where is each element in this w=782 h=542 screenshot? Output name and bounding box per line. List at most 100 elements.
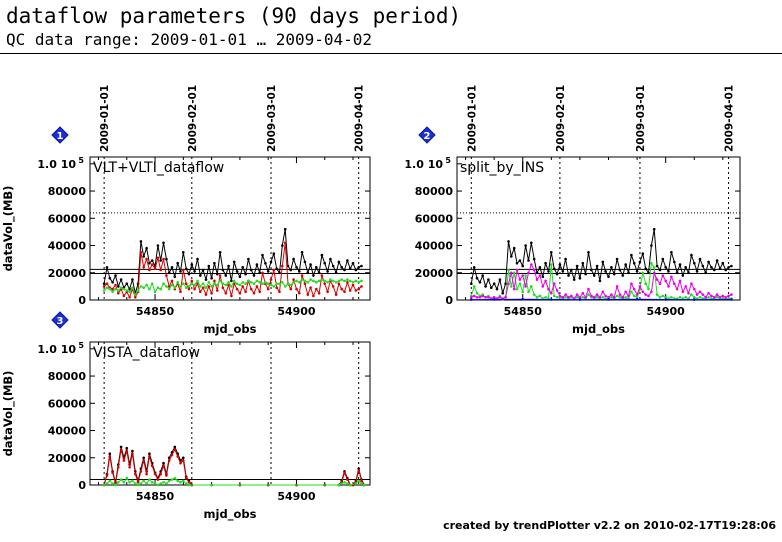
data-point <box>111 281 114 284</box>
data-point <box>108 287 112 291</box>
data-point <box>515 261 519 265</box>
data-point <box>173 448 177 451</box>
data-point <box>541 285 545 288</box>
data-point <box>210 276 213 280</box>
series-green <box>102 476 366 487</box>
data-point <box>630 290 633 294</box>
data-point <box>207 264 211 268</box>
data-point <box>272 285 276 288</box>
data-point <box>661 294 665 298</box>
data-point <box>564 257 567 261</box>
data-point <box>119 448 123 451</box>
data-point <box>122 294 126 298</box>
data-point <box>139 251 143 254</box>
data-point <box>145 246 148 250</box>
data-point <box>512 246 516 250</box>
x-axis-label: mjd_obs <box>572 322 625 337</box>
data-point <box>535 278 539 281</box>
data-point <box>148 261 151 265</box>
data-point <box>354 279 358 283</box>
data-point <box>693 261 696 265</box>
data-point <box>527 259 530 262</box>
data-point <box>351 261 355 265</box>
data-point <box>159 482 162 485</box>
data-point <box>105 286 109 290</box>
x-axis-label: mjd_obs <box>204 322 257 337</box>
data-point <box>199 285 202 288</box>
data-point <box>303 260 307 264</box>
data-point <box>635 270 639 273</box>
data-point <box>315 287 318 291</box>
series-black <box>470 227 733 295</box>
data-point <box>647 287 650 291</box>
data-point <box>655 293 659 296</box>
data-point <box>357 266 361 269</box>
data-point <box>108 452 112 456</box>
data-point <box>678 279 682 283</box>
data-point <box>230 294 233 298</box>
data-point <box>673 282 676 286</box>
data-point <box>227 283 230 287</box>
data-point <box>555 272 559 276</box>
data-point <box>258 281 262 284</box>
data-point <box>590 268 593 272</box>
data-point <box>162 461 165 465</box>
data-point <box>266 282 270 286</box>
data-point <box>131 278 134 281</box>
data-point <box>346 259 349 262</box>
data-point <box>661 274 665 277</box>
data-point <box>312 294 315 298</box>
data-point <box>530 241 533 245</box>
data-point <box>558 294 562 298</box>
data-point <box>184 476 188 480</box>
data-point <box>173 445 177 449</box>
data-point <box>470 298 473 301</box>
data-point <box>518 259 522 262</box>
data-point <box>230 279 233 283</box>
data-point <box>490 286 493 290</box>
data-point <box>713 268 716 272</box>
data-point <box>340 482 344 485</box>
data-point <box>224 274 228 277</box>
data-point <box>630 253 633 257</box>
data-point <box>704 271 707 275</box>
panel-label: split_by_INS <box>460 160 544 176</box>
data-point <box>213 261 216 265</box>
data-point <box>134 293 137 296</box>
data-point <box>196 279 199 283</box>
data-point <box>187 285 191 288</box>
data-point <box>354 482 358 485</box>
data-point <box>295 287 298 291</box>
data-point <box>351 281 355 284</box>
data-point <box>487 296 490 299</box>
data-point <box>730 293 733 296</box>
data-point <box>590 294 593 298</box>
data-point <box>165 274 168 277</box>
data-point <box>232 279 236 283</box>
data-point <box>150 263 154 266</box>
page-subtitle: QC data range: 2009-01-01 … 2009-04-02 <box>6 30 373 49</box>
badge-diamond-icon <box>51 311 69 329</box>
data-point <box>207 281 211 284</box>
data-point <box>238 283 242 287</box>
data-point <box>512 287 516 291</box>
data-point <box>584 272 587 276</box>
data-point <box>145 257 148 261</box>
data-point <box>340 278 344 281</box>
y-tick-label-exponent: 5 <box>445 156 451 165</box>
data-point <box>598 296 602 299</box>
badge-number: 3 <box>57 316 64 327</box>
data-point <box>337 260 341 264</box>
data-point <box>348 289 352 292</box>
data-point <box>165 474 168 477</box>
y-tick-label: 0 <box>78 294 86 307</box>
data-point <box>527 290 530 294</box>
data-point <box>241 266 244 269</box>
data-point <box>244 290 247 294</box>
data-point <box>162 464 165 468</box>
data-point <box>210 483 213 487</box>
data-point <box>317 291 321 295</box>
data-point <box>578 276 582 280</box>
data-point <box>105 282 109 286</box>
data-point <box>102 285 106 288</box>
